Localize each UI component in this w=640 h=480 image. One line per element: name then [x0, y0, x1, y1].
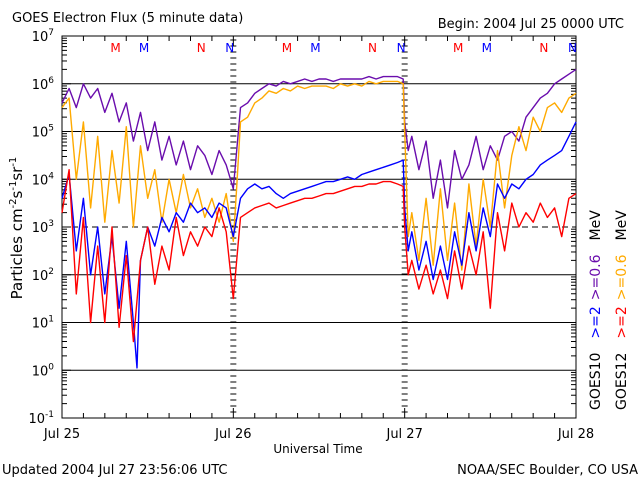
legend-goes12-unit: MeV — [614, 210, 630, 241]
legend-goes10-ge2: >=2 — [588, 306, 604, 338]
x-tick-labels: Jul 25 Jul 26 Jul 27 Jul 28 — [43, 427, 594, 442]
legend-goes12-ge2: >=2 — [614, 306, 630, 338]
orbit-marker: M — [282, 41, 292, 55]
orbit-marker: N — [568, 41, 577, 55]
orbit-marker: M — [139, 41, 149, 55]
svg-text:GOES12>=2>=0.6MeV: GOES12 >=2 >=0.6 MeV — [614, 210, 630, 410]
legend-goes12-ge06: >=0.6 — [614, 254, 630, 300]
x-tick-label: Jul 27 — [385, 427, 422, 442]
x-tick-label: Jul 28 — [557, 427, 594, 442]
chart-title: GOES Electron Flux (5 minute data) — [12, 11, 243, 26]
y-axis-label: Particles cm-2s-1sr-1 — [8, 157, 26, 300]
y-tick-label: 10-1 — [28, 410, 54, 427]
y-tick-label: 106 — [32, 76, 55, 93]
y-label-exp-2: -1 — [8, 181, 19, 191]
y-label-part-2: s — [8, 190, 26, 198]
legend-goes12-label: GOES12 — [614, 353, 630, 410]
legend-goes10-ge06: >=0.6 — [588, 254, 604, 300]
x-tick-label: Jul 25 — [43, 427, 80, 442]
plot-frame — [61, 35, 577, 419]
y-label-part-1: Particles cm — [8, 208, 26, 299]
orbit-marker: N — [225, 41, 234, 55]
orbit-marker: M — [453, 41, 463, 55]
svg-text:GOES10>=2>=0.6MeV: GOES10 >=2 >=0.6 MeV — [588, 210, 604, 410]
series-line-2 — [61, 80, 577, 271]
legend-goes10: GOES10 >=2 >=0.6 MeV — [588, 210, 604, 410]
legend-goes12: GOES12 >=2 >=0.6 MeV — [614, 210, 630, 410]
y-tick-label: 103 — [32, 219, 54, 236]
y-tick-label: 104 — [32, 171, 55, 188]
y-label-exp-1: -2 — [8, 198, 19, 208]
y-tick-label: 100 — [32, 362, 55, 379]
updated-timestamp: Updated 2004 Jul 27 23:56:06 UTC — [2, 463, 227, 478]
x-axis-label: Universal Time — [273, 442, 362, 456]
legend-goes10-label: GOES10 — [588, 353, 604, 410]
credit-text: NOAA/SEC Boulder, CO USA — [457, 463, 638, 478]
x-tick-label: Jul 26 — [214, 427, 251, 442]
y-label-part-3: sr — [8, 166, 26, 181]
orbit-marker: M — [310, 41, 320, 55]
orbit-marker: N — [539, 41, 548, 55]
y-tick-labels: 107 106 105 104 103 102 101 100 10-1 — [28, 28, 54, 427]
orbit-marker: M — [110, 41, 120, 55]
legend-goes10-unit: MeV — [588, 210, 604, 241]
orbit-marker: N — [197, 41, 206, 55]
y-tick-label: 107 — [32, 28, 54, 45]
series-layer — [61, 68, 577, 369]
begin-date: Begin: 2004 Jul 25 0000 UTC — [438, 17, 624, 32]
series-line-1 — [61, 68, 577, 209]
y-tick-label: 101 — [32, 315, 54, 332]
orbit-marker: M — [482, 41, 492, 55]
orbit-marker: N — [368, 41, 377, 55]
series-line-4 — [61, 169, 577, 343]
y-label-exp-3: -1 — [8, 157, 19, 167]
y-tick-label: 102 — [32, 267, 54, 284]
day-separators — [61, 36, 577, 418]
y-tick-label: 105 — [32, 124, 54, 141]
orbit-marker: N — [397, 41, 406, 55]
